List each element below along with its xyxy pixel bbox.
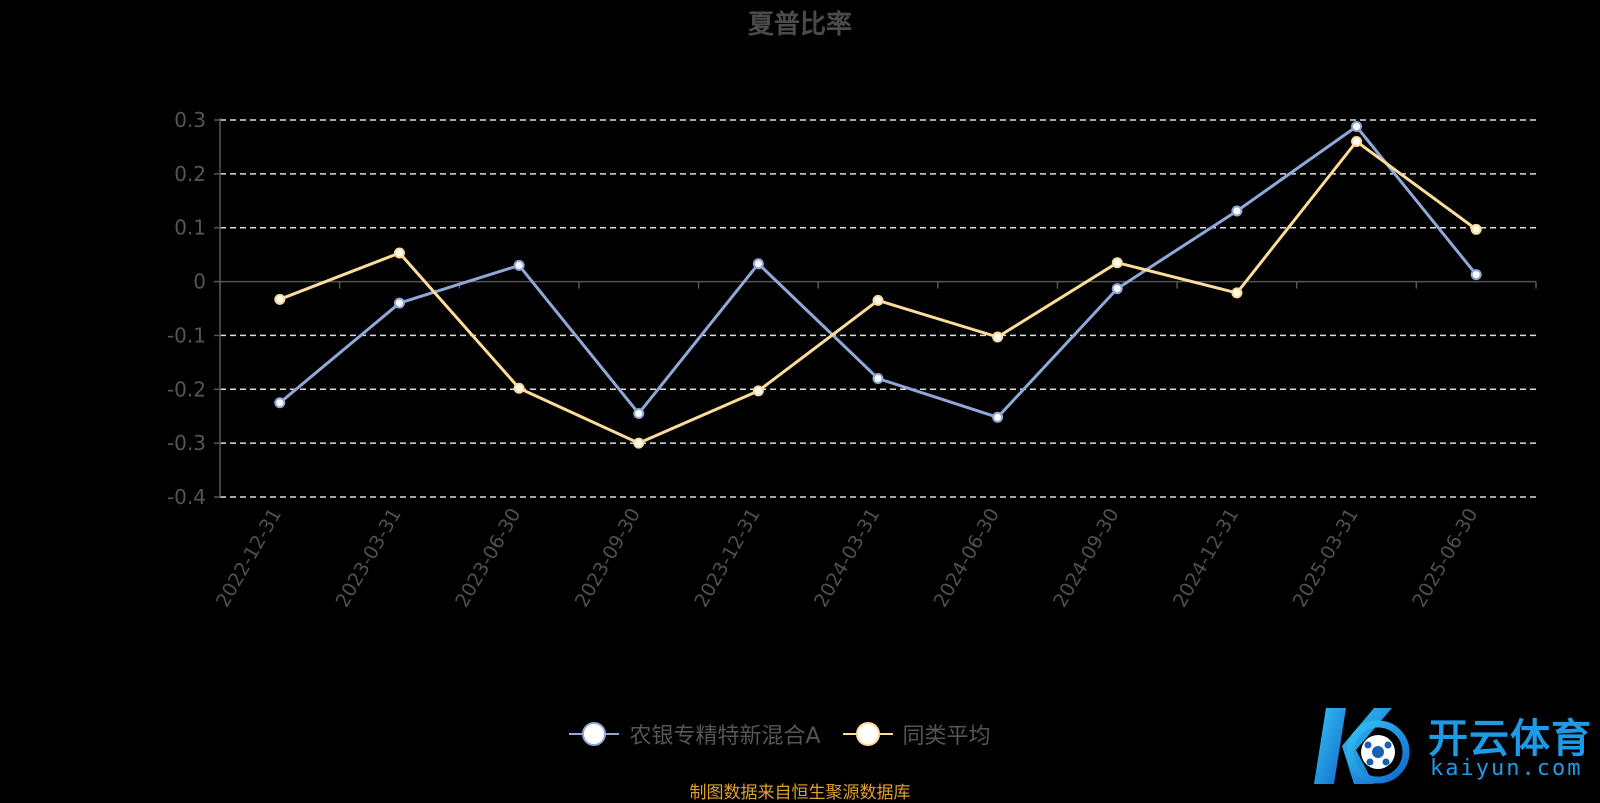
legend-label-series-1: 农银专精特新混合A [629,724,821,749]
x-tick-label: 2025-03-31 [1289,505,1363,612]
x-axis-ticks: 2022-12-31 2023-03-31 2023-06-30 2023-09-30… [212,505,1483,612]
x-tick-label: 2024-06-30 [930,505,1004,612]
series-lines [274,120,1482,449]
data-point[interactable] [1111,283,1123,295]
data-point[interactable] [274,397,286,409]
ball-logo-icon [1314,708,1410,784]
x-tick-label: 2023-09-30 [571,505,645,612]
data-point[interactable] [274,293,286,305]
data-point[interactable] [1470,223,1482,235]
x-tick-label: 2023-06-30 [451,505,525,612]
legend-label-series-2: 同类平均 [902,724,991,749]
series-line-2 [279,140,1478,445]
data-point[interactable] [992,411,1004,423]
x-tick-label: 2023-03-31 [332,505,406,612]
line-chart: 0.30.20.10-0.1-0.2-0.3-0.4 2022-12-31 202… [167,108,1537,612]
data-point[interactable] [1231,287,1243,299]
grid-lines [220,119,1536,498]
y-tick-label: 0.3 [174,108,206,132]
y-tick-label: -0.1 [167,323,206,347]
watermark-logo: 开云体育 kaiyun.com [1312,700,1600,792]
data-point[interactable] [513,382,525,394]
data-point[interactable] [872,373,884,385]
data-point[interactable] [1111,257,1123,269]
source-note: 制图数据来自恒生聚源数据库 [689,783,911,803]
data-point[interactable] [513,259,525,271]
legend-item-series-1[interactable]: 农银专精特新混合A [569,718,821,750]
x-tick-label: 2022-12-31 [212,505,286,612]
y-tick-label: -0.4 [167,485,206,509]
y-tick-label: -0.2 [167,377,206,401]
legend-item-series-2[interactable]: 同类平均 [842,718,991,750]
legend-swatch-series-1 [569,721,620,747]
y-tick-label: -0.3 [167,431,206,455]
data-point[interactable] [633,437,645,449]
x-tick-label: 2024-09-30 [1049,505,1123,612]
watermark-brand: 开云体育 [1428,716,1592,762]
data-point[interactable] [393,297,405,309]
y-axis-ticks: 0.3 0.2 0.1 0 -0.1 -0.2 -0.3 -0.4 [167,108,206,509]
data-point[interactable] [633,408,645,420]
y-tick-label: 0.1 [174,216,206,240]
data-point[interactable] [1351,136,1363,148]
data-point[interactable] [1351,120,1363,132]
data-point[interactable] [1470,269,1482,281]
data-point[interactable] [992,331,1004,343]
y-tick-label: 0.2 [174,162,206,186]
watermark-domain: kaiyun.com [1430,756,1583,781]
data-point[interactable] [393,247,405,259]
x-tick-label: 2024-12-31 [1169,505,1243,612]
x-tick-label: 2025-06-30 [1408,505,1482,612]
data-point[interactable] [752,258,764,270]
legend-swatch-series-2 [842,721,893,747]
x-tick-label: 2024-03-31 [810,505,884,612]
chart-title: 夏普比率 [747,10,852,40]
data-point[interactable] [752,385,764,397]
y-tick-label: 0 [193,270,206,294]
data-point[interactable] [1231,205,1243,217]
data-point[interactable] [872,294,884,306]
x-tick-label: 2023-12-31 [690,505,764,612]
legend: 农银专精特新混合A 同类平均 [0,718,1580,750]
axes [214,118,1537,498]
